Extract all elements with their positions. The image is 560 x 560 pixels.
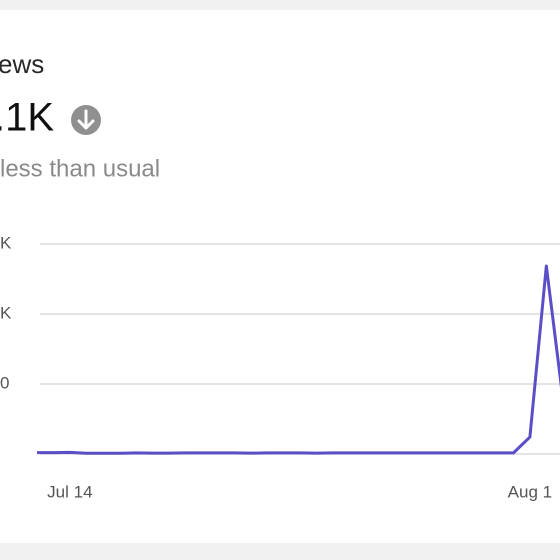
y-tick-label: K — [0, 233, 12, 252]
x-tick-label: Aug 1 — [508, 482, 552, 501]
card — [0, 10, 560, 543]
metric-subtitle: less than usual — [0, 155, 160, 182]
y-tick-label: K — [0, 303, 12, 322]
card-title: ews — [0, 49, 44, 79]
series-line — [37, 264, 560, 455]
x-tick-label: Jul 14 — [47, 482, 92, 501]
plot: 0 K K Jul 14 Aug 1 — [0, 233, 560, 501]
trend-down-icon — [71, 105, 101, 135]
metric-value: .1K — [0, 96, 54, 140]
y-tick-label: 0 — [0, 373, 9, 392]
